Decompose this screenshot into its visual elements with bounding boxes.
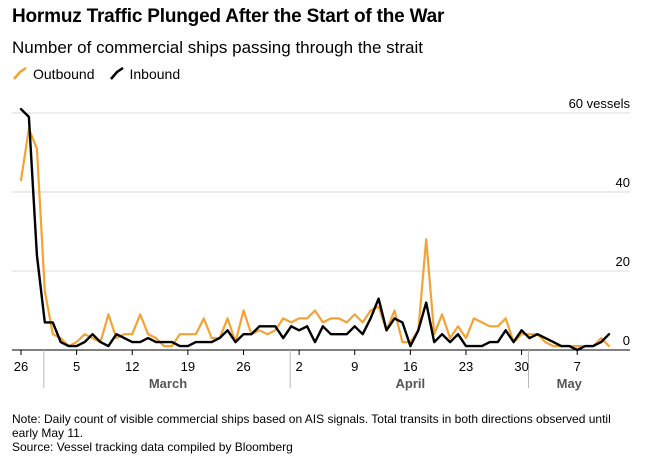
legend-label-outbound: Outbound [33,66,95,82]
x-tick-label: 26 [14,359,28,374]
y-tick-label-0: 0 [623,333,630,348]
x-tick-label: 12 [125,359,139,374]
chart-footer: Note: Daily count of visible commercial … [12,412,632,454]
series-layer [19,107,611,352]
y-tick-label-40: 40 [616,175,630,190]
grid-layer [12,112,630,272]
x-tick-label: 30 [514,359,528,374]
series-line-inbound [19,107,611,352]
chart-title: Hormuz Traffic Plunged After the Start o… [12,6,445,27]
legend-label-inbound: Inbound [129,66,181,82]
chart-subtitle: Number of commercial ships passing throu… [12,38,424,57]
axis-layer [12,349,630,388]
chart-note: Note: Daily count of visible commercial … [12,412,611,440]
x-tick-label: 5 [73,359,80,374]
x-tick-label: 16 [403,359,417,374]
month-label-may: May [557,376,583,391]
label-layer: 0 20 40 60 vessels 26 5 12 19 26 2 9 16 23 30 7 March Ap… [14,96,631,391]
month-label-april: April [396,376,426,391]
legend-item-outbound: Outbound [12,66,95,82]
y-tick-label-60: 60 vessels [569,96,631,111]
chart-source: Source: Vessel tracking data compiled by… [12,440,293,454]
x-tick-label: 2 [295,359,302,374]
series-line-outbound [19,127,611,348]
x-tick-label: 26 [236,359,250,374]
legend-item-inbound: Inbound [109,66,181,82]
x-tick-label: 19 [181,359,195,374]
x-tick-label: 23 [459,359,473,374]
legend-swatch-inbound [109,67,124,80]
x-tick-label: 7 [574,359,581,374]
y-tick-label-20: 20 [616,254,630,269]
line-chart: 0 20 40 60 vessels 26 5 12 19 26 2 9 16 23 30 7 March Ap… [12,96,631,391]
chart-legend: Outbound Inbound [12,66,194,82]
legend-swatch-outbound [13,67,27,80]
x-tick-label: 9 [351,359,358,374]
month-label-march: March [149,376,187,391]
